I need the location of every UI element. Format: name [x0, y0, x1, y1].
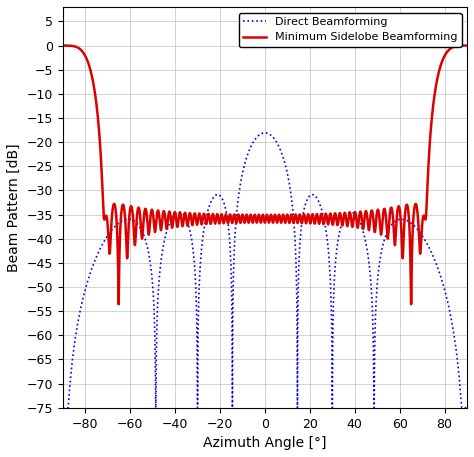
Minimum Sidelobe Beamforming [60, 43, 65, 48]
Minimum Sidelobe Beamforming [310, 212, 315, 217]
Direct Beamforming [262, 130, 268, 136]
Direct Beamforming [310, 192, 315, 197]
X-axis label: Azimuth Angle [°]: Azimuth Angle [°] [203, 436, 327, 450]
Direct Beamforming [302, 203, 308, 209]
Minimum Sidelobe Beamforming [302, 215, 308, 220]
Minimum Sidelobe Beamforming [464, 43, 470, 48]
Minimum Sidelobe Beamforming [394, 210, 400, 215]
Minimum Sidelobe Beamforming [365, 226, 371, 231]
Minimum Sidelobe Beamforming [409, 290, 414, 295]
Y-axis label: Beam Pattern [dB]: Beam Pattern [dB] [7, 143, 21, 271]
Line: Minimum Sidelobe Beamforming: Minimum Sidelobe Beamforming [63, 46, 467, 304]
Minimum Sidelobe Beamforming [116, 302, 121, 307]
Direct Beamforming [60, 405, 65, 410]
Direct Beamforming [394, 218, 400, 223]
Direct Beamforming [184, 218, 190, 223]
Legend: Direct Beamforming, Minimum Sidelobe Beamforming: Direct Beamforming, Minimum Sidelobe Bea… [239, 12, 462, 47]
Direct Beamforming [365, 255, 371, 261]
Line: Direct Beamforming: Direct Beamforming [63, 133, 467, 408]
Direct Beamforming [464, 405, 470, 410]
Direct Beamforming [409, 221, 414, 226]
Minimum Sidelobe Beamforming [184, 221, 190, 227]
